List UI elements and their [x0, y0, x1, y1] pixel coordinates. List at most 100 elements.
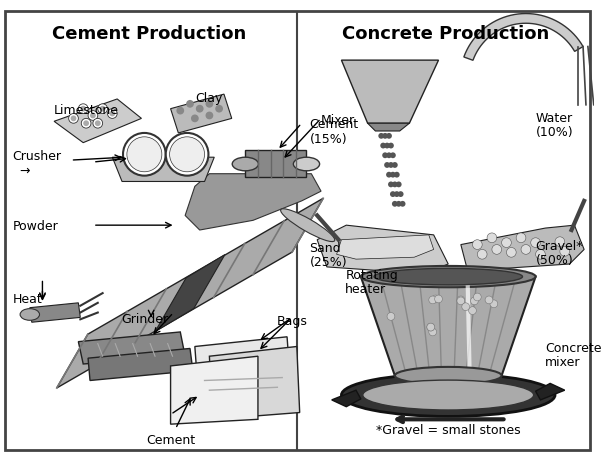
Polygon shape	[170, 356, 258, 424]
Circle shape	[490, 300, 498, 307]
Text: Heat: Heat	[12, 293, 42, 306]
Ellipse shape	[280, 209, 335, 242]
Text: mixer: mixer	[545, 356, 581, 369]
Text: Gravel*: Gravel*	[536, 240, 583, 253]
Circle shape	[123, 133, 166, 176]
Text: Sand: Sand	[309, 242, 341, 254]
Circle shape	[388, 162, 394, 168]
Circle shape	[382, 152, 388, 158]
Text: Rotating: Rotating	[345, 269, 398, 282]
Ellipse shape	[374, 268, 522, 285]
Circle shape	[166, 133, 208, 176]
Text: Powder: Powder	[12, 220, 58, 233]
Circle shape	[109, 111, 115, 117]
Circle shape	[93, 118, 103, 128]
Circle shape	[386, 152, 392, 158]
Text: (10%): (10%)	[536, 126, 573, 139]
Circle shape	[502, 238, 511, 248]
Circle shape	[470, 297, 478, 305]
Ellipse shape	[395, 367, 502, 384]
Ellipse shape	[342, 374, 555, 416]
Text: Cement Production: Cement Production	[52, 25, 246, 43]
Circle shape	[186, 100, 194, 108]
Ellipse shape	[363, 380, 533, 410]
Polygon shape	[361, 277, 536, 376]
Polygon shape	[30, 303, 80, 322]
Circle shape	[457, 297, 465, 305]
Text: Concrete Production: Concrete Production	[342, 25, 549, 43]
Circle shape	[536, 249, 545, 259]
Text: heater: heater	[345, 284, 386, 296]
Circle shape	[196, 105, 203, 112]
Circle shape	[388, 142, 394, 148]
Polygon shape	[332, 390, 361, 407]
Text: Bags: Bags	[277, 315, 307, 328]
Text: (15%): (15%)	[309, 133, 347, 146]
Circle shape	[390, 191, 396, 197]
Text: *Gravel = small stones: *Gravel = small stones	[376, 424, 521, 437]
Circle shape	[390, 172, 396, 177]
Circle shape	[429, 296, 437, 304]
Circle shape	[390, 152, 396, 158]
Circle shape	[71, 115, 76, 121]
Circle shape	[396, 182, 401, 187]
Circle shape	[388, 182, 394, 187]
Polygon shape	[170, 94, 232, 133]
Polygon shape	[317, 225, 448, 274]
Polygon shape	[342, 60, 439, 123]
Circle shape	[386, 172, 392, 177]
Circle shape	[384, 162, 390, 168]
Circle shape	[108, 109, 117, 118]
Circle shape	[396, 201, 401, 207]
Polygon shape	[461, 225, 584, 271]
Circle shape	[68, 113, 78, 123]
Circle shape	[394, 172, 400, 177]
Circle shape	[507, 248, 516, 257]
Circle shape	[386, 133, 392, 139]
Text: Limestone: Limestone	[54, 104, 119, 117]
Circle shape	[531, 238, 541, 248]
Text: Mixer: Mixer	[321, 113, 355, 126]
Circle shape	[485, 296, 493, 304]
Text: Water: Water	[536, 112, 573, 124]
Circle shape	[170, 137, 205, 172]
Circle shape	[215, 105, 223, 112]
Circle shape	[95, 120, 101, 126]
Circle shape	[427, 323, 434, 331]
Text: (25%): (25%)	[309, 256, 347, 269]
Circle shape	[429, 328, 437, 336]
Circle shape	[487, 233, 497, 242]
Circle shape	[394, 191, 400, 197]
Ellipse shape	[361, 266, 536, 287]
Circle shape	[432, 295, 439, 303]
Polygon shape	[88, 349, 193, 380]
Circle shape	[382, 133, 388, 139]
Polygon shape	[185, 174, 321, 230]
Text: (50%): (50%)	[536, 254, 573, 267]
Text: Concrete: Concrete	[545, 342, 602, 355]
Circle shape	[378, 133, 384, 139]
Circle shape	[205, 112, 213, 119]
Text: Cement: Cement	[309, 118, 359, 131]
Circle shape	[521, 245, 531, 254]
Circle shape	[177, 107, 184, 114]
Circle shape	[80, 106, 86, 112]
Circle shape	[392, 182, 398, 187]
Circle shape	[555, 237, 565, 247]
Polygon shape	[210, 347, 299, 420]
Circle shape	[457, 296, 465, 304]
Text: Crusher
  →: Crusher →	[12, 150, 61, 178]
Circle shape	[398, 191, 403, 197]
Ellipse shape	[232, 157, 258, 171]
Circle shape	[81, 118, 91, 128]
Circle shape	[90, 112, 96, 118]
Circle shape	[98, 104, 108, 113]
Polygon shape	[536, 384, 565, 400]
Text: Clay: Clay	[195, 92, 222, 105]
Circle shape	[387, 313, 395, 320]
Circle shape	[474, 293, 481, 301]
Circle shape	[191, 114, 199, 122]
Circle shape	[434, 295, 442, 303]
Polygon shape	[155, 254, 225, 331]
Circle shape	[205, 100, 213, 108]
